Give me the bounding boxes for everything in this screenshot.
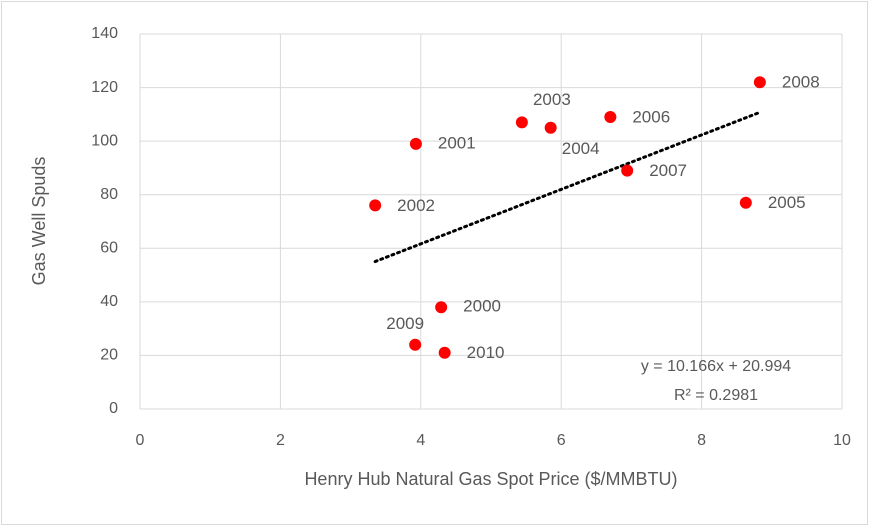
y-tick-label: 40 xyxy=(100,293,118,310)
data-point xyxy=(409,338,422,351)
data-point xyxy=(739,196,752,209)
point-label: 2002 xyxy=(397,196,435,215)
point-label: 2009 xyxy=(386,314,424,333)
x-tick-label: 2 xyxy=(276,432,285,449)
x-tick-label: 6 xyxy=(557,432,566,449)
point-label: 2008 xyxy=(782,73,820,92)
data-point xyxy=(409,137,422,150)
data-point xyxy=(753,76,766,89)
y-tick-label: 100 xyxy=(91,132,118,149)
data-point xyxy=(369,199,382,212)
x-tick-label: 8 xyxy=(697,432,706,449)
point-label: 2003 xyxy=(533,90,571,109)
y-tick-label: 140 xyxy=(91,25,118,42)
x-tick-label: 10 xyxy=(833,432,851,449)
data-point xyxy=(435,301,448,314)
y-tick-label: 20 xyxy=(100,347,118,364)
point-label: 2005 xyxy=(768,193,806,212)
y-tick-label: 60 xyxy=(100,240,118,257)
data-point xyxy=(544,121,557,134)
y-axis-label: Gas Well Spuds xyxy=(29,157,49,286)
x-tick-label: 4 xyxy=(416,432,425,449)
y-tick-label: 80 xyxy=(100,186,118,203)
x-tick-label: 0 xyxy=(136,432,145,449)
point-label: 2010 xyxy=(467,343,505,362)
data-point xyxy=(604,111,617,124)
point-label: 2004 xyxy=(562,139,600,158)
data-point xyxy=(621,164,634,177)
trendline xyxy=(373,110,762,264)
point-label: 2006 xyxy=(632,108,670,127)
point-label: 2007 xyxy=(649,161,687,180)
trendline-equation: y = 10.166x + 20.994 xyxy=(641,358,791,375)
point-label: 2000 xyxy=(463,297,501,316)
point-label: 2001 xyxy=(438,133,476,152)
trendline-r2: R² = 0.2981 xyxy=(674,387,758,404)
data-point xyxy=(438,346,451,359)
y-tick-label: 120 xyxy=(91,79,118,96)
y-tick-label: 0 xyxy=(109,400,118,417)
x-axis-label: Henry Hub Natural Gas Spot Price ($/MMBT… xyxy=(304,469,677,489)
data-point xyxy=(515,116,528,129)
